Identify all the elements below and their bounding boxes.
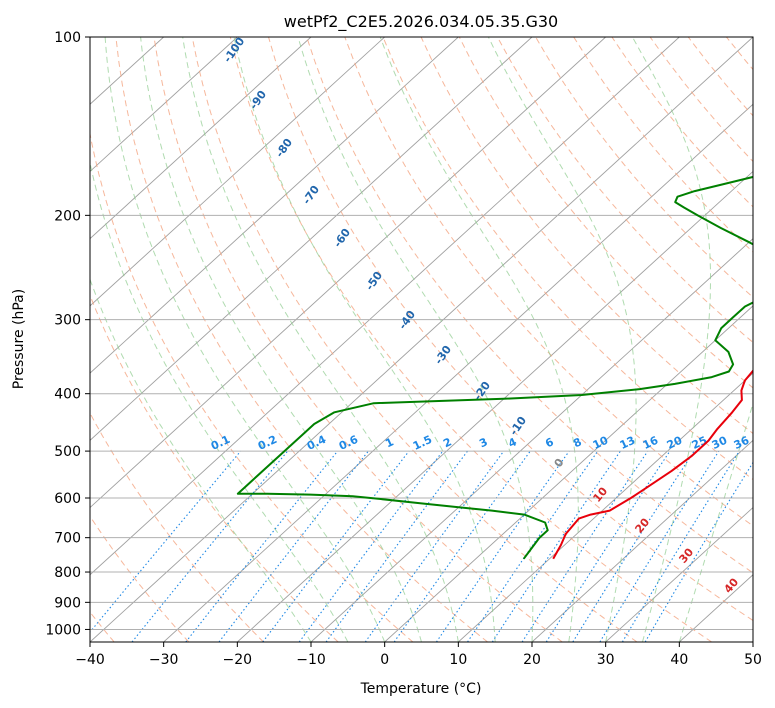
dry-adiabat-line xyxy=(765,37,775,642)
x-axis: −40 −30 −20 −10 0 10 20 30 40 50 xyxy=(75,642,762,668)
y-tick-label: 700 xyxy=(54,531,81,547)
dry-adiabat-line xyxy=(344,37,753,527)
x-tick-label: −30 xyxy=(149,652,179,668)
dry-adiabat-line xyxy=(153,37,563,642)
y-axis: 100 200 300 400 500 600 700 800 900 1000 xyxy=(45,30,90,638)
dry-adiabat-line xyxy=(496,37,753,344)
moist-adiabat-line xyxy=(631,37,711,642)
isotherm-line xyxy=(90,37,606,509)
x-tick-label: −20 xyxy=(223,652,253,668)
y-tick-label: 900 xyxy=(54,595,81,611)
mixing-ratio-line xyxy=(435,450,570,642)
y-tick-label: 100 xyxy=(54,30,81,46)
dry-adiabat-line xyxy=(90,515,190,642)
mixing-ratio-line xyxy=(572,450,695,642)
moist-adiabat-line xyxy=(379,37,579,642)
pressure-gridlines xyxy=(90,37,753,630)
temperature-profile-line xyxy=(552,369,753,560)
isotherm-line xyxy=(310,238,753,642)
x-tick-label: 0 xyxy=(380,652,389,668)
dry-adiabat-line xyxy=(229,37,712,642)
x-tick-label: −10 xyxy=(296,652,326,668)
series-layer xyxy=(236,175,753,560)
isotherm-line xyxy=(90,37,312,240)
x-tick-label: 30 xyxy=(597,652,615,668)
isotherm-line xyxy=(752,641,753,642)
dry-adiabat-line xyxy=(535,37,753,298)
dewpoint-profile-line xyxy=(236,175,753,560)
x-tick-label: 50 xyxy=(744,652,762,668)
dry-adiabat-line xyxy=(306,37,753,574)
y-tick-label: 800 xyxy=(54,565,81,581)
mixing-ratio-line xyxy=(262,450,410,642)
moist-adiabat-line xyxy=(487,37,637,642)
mixing-ratio-label: 30 xyxy=(710,434,730,452)
y-tick-label: 300 xyxy=(54,313,81,329)
isotherm-line xyxy=(90,37,238,173)
mixing-ratio-line xyxy=(393,450,531,642)
moist-adiabat-line xyxy=(297,37,534,642)
y-axis-title: Pressure (hPa) xyxy=(11,289,27,389)
mixing-ratio-line xyxy=(325,450,468,642)
moist-adiabat-line xyxy=(104,37,386,642)
isotherm-line xyxy=(90,37,680,576)
mixing-ratio-label: 25 xyxy=(690,434,709,452)
moist-adiabat-line xyxy=(233,37,496,642)
y-tick-label: 400 xyxy=(54,387,81,403)
isotherm-line xyxy=(163,103,753,642)
isotherm-line xyxy=(90,37,385,307)
mixing-ratio-line xyxy=(131,450,289,642)
dry-adiabat-line xyxy=(115,37,488,642)
isotherm-line xyxy=(90,37,459,374)
y-tick-label: 500 xyxy=(54,444,81,460)
moist-adiabat-line xyxy=(90,160,349,642)
isotherm-line xyxy=(90,37,533,441)
mixing-ratio-label: 20 xyxy=(665,434,685,452)
plot-frame xyxy=(89,36,754,643)
moist-adiabat-line xyxy=(90,278,312,642)
dry-adiabat-line xyxy=(191,37,638,642)
isotherm-line xyxy=(237,170,753,642)
background-lines xyxy=(90,37,775,642)
dry-adiabat-line xyxy=(382,37,753,481)
moist-adiabat-line xyxy=(678,401,753,642)
mixing-ratio-line xyxy=(621,450,740,642)
isotherm-line xyxy=(458,372,753,642)
mixing-ratio-line xyxy=(491,450,621,642)
mixing-ratio-label: 10 xyxy=(591,434,611,452)
mixing-ratio-line xyxy=(90,450,242,633)
x-tick-label: 10 xyxy=(449,652,467,668)
mixing-ratio-label: 16 xyxy=(641,434,661,452)
mixing-ratio-line xyxy=(521,450,649,642)
chart-title: wetPf2_C2E5.2026.034.05.35.G30 xyxy=(284,12,558,32)
mixing-ratio-line xyxy=(467,450,599,642)
isotherm-line xyxy=(531,439,753,642)
mixing-ratio-line xyxy=(545,450,671,642)
dry-adiabat-line xyxy=(90,412,264,642)
x-tick-label: −40 xyxy=(75,652,105,668)
x-tick-label: 40 xyxy=(670,652,688,668)
x-axis-title: Temperature (°C) xyxy=(360,681,482,697)
mixing-ratio-label: 36 xyxy=(732,434,752,452)
isotherm-line xyxy=(605,506,753,642)
y-tick-label: 200 xyxy=(54,208,81,224)
moist-adiabat-line xyxy=(140,37,422,642)
x-tick-label: 20 xyxy=(523,652,541,668)
isotherm-line xyxy=(90,37,753,642)
dry-adiabat-line xyxy=(90,131,414,642)
moist-adiabat-line xyxy=(182,37,459,642)
mixing-ratio-line xyxy=(364,450,505,642)
y-tick-label: 600 xyxy=(54,491,81,507)
y-tick-label: 1000 xyxy=(45,622,81,638)
dry-adiabat-line xyxy=(268,37,753,622)
mixing-ratio-line xyxy=(298,450,444,642)
mixing-ratio-label: 13 xyxy=(618,434,637,452)
